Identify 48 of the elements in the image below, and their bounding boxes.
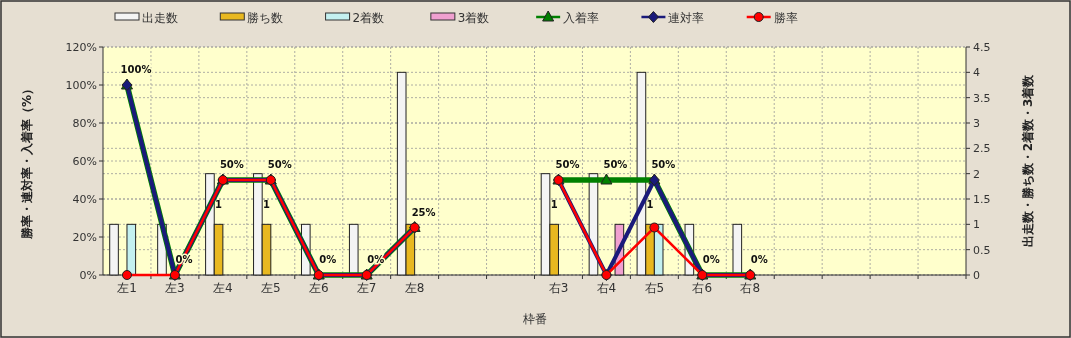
y-tick-label: 100%: [65, 79, 97, 92]
x-tick-label: 右5: [644, 281, 665, 295]
data-label: 1: [215, 199, 223, 211]
legend-label: 出走数: [142, 11, 178, 25]
x-tick-label: 左5: [260, 281, 281, 295]
legend-label: 連対率: [668, 11, 705, 25]
y2-tick-label: 0: [973, 269, 980, 282]
x-tick-label: 左1: [117, 281, 137, 295]
legend-label: 入着率: [563, 11, 600, 25]
y-tick-label: 0%: [79, 269, 97, 282]
y2-tick-label: 3: [973, 117, 980, 130]
point: [600, 173, 613, 185]
bar: [109, 223, 119, 276]
y-tick-label: 20%: [72, 231, 97, 244]
y2-tick-label: 2: [973, 167, 980, 181]
data-label: 1: [646, 199, 654, 211]
y2-axis-title: 出走数・勝ち数・2着数・3着数: [1021, 73, 1035, 248]
y2-tick-label: 2.5: [973, 142, 991, 156]
y-tick-label: 80%: [72, 117, 97, 130]
x-tick-label: 左6: [308, 281, 329, 295]
y-tick-label: 60%: [72, 155, 97, 168]
bar: [126, 223, 137, 276]
legend-label: 2着数: [352, 11, 385, 25]
legend-label: 3着数: [457, 11, 490, 25]
y-tick-label: 120%: [65, 41, 97, 54]
x-tick-label: 右8: [740, 281, 761, 295]
y2-tick-label: 0.5: [973, 243, 991, 257]
legend-label: 勝ち数: [247, 11, 284, 25]
y-axis-title: 勝率・連対率・入着率（%）: [20, 82, 34, 241]
x-tick-label: 右4: [596, 281, 617, 295]
y2-tick-label: 1: [973, 218, 980, 232]
y2-tick-label: 4.5: [973, 41, 991, 54]
x-tick-label: 右3: [548, 281, 569, 295]
legend-label: 勝率: [773, 11, 798, 25]
x-tick-label: 左8: [404, 281, 425, 295]
x-axis-title: 枠番: [521, 312, 547, 326]
y2-tick-label: 4: [973, 66, 980, 80]
y-tick-label: 40%: [72, 193, 97, 206]
data-label: 1: [263, 199, 271, 211]
point: [649, 222, 660, 233]
y2-tick-label: 1.5: [973, 193, 991, 206]
x-tick-label: 左3: [165, 281, 185, 295]
point: [121, 270, 132, 280]
data-label: 1: [550, 199, 558, 211]
y2-tick-label: 3.5: [973, 91, 991, 105]
x-tick-label: 右6: [692, 281, 713, 295]
x-tick-label: 左7: [356, 281, 377, 295]
x-tick-label: 左4: [213, 281, 233, 295]
